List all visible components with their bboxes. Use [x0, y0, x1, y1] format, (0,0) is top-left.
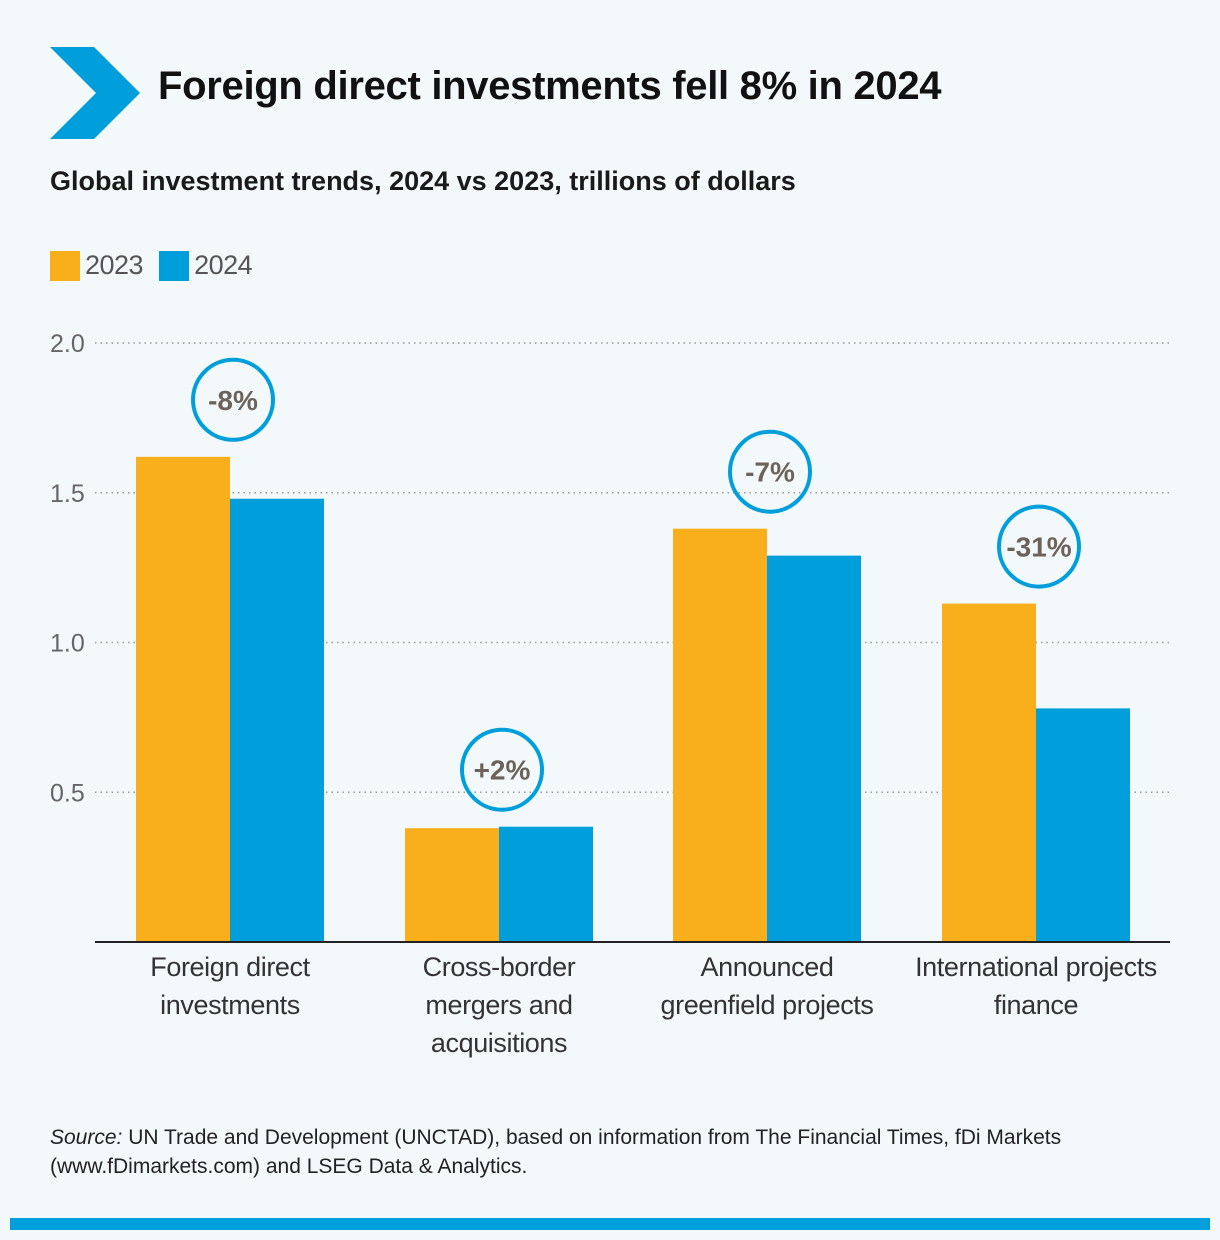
page-title: Foreign direct investments fell 8% in 20… [158, 64, 942, 108]
x-category-label-line: Announced [700, 952, 834, 982]
source-text: UN Trade and Development (UNCTAD), based… [50, 1126, 1062, 1178]
x-category-label-line: Foreign direct [150, 952, 310, 982]
chart-subtitle: Global investment trends, 2024 vs 2023, … [50, 166, 796, 196]
legend-item-2024: 2024 [159, 250, 253, 281]
change-annotation-label: -7% [745, 457, 795, 488]
y-tick-label: 2.0 [50, 330, 85, 358]
x-category-label: Cross-border mergers and acquisitions [359, 948, 639, 1062]
x-category-label-line: acquisitions [430, 1028, 568, 1058]
bar-2024 [1036, 708, 1130, 942]
x-category-label-line: International projects [915, 952, 1157, 982]
bar-2024 [767, 555, 861, 942]
x-category-label-line: mergers and [425, 990, 573, 1020]
change-annotation-circle [460, 727, 544, 812]
source-prefix: Source: [50, 1126, 123, 1149]
bar-2023 [405, 828, 499, 942]
legend-label-2024: 2024 [194, 250, 253, 280]
change-annotation-circle [191, 357, 275, 442]
change-annotation-label: +2% [474, 755, 531, 786]
change-annotation-circle [997, 504, 1081, 589]
x-category-label: International projects finance [896, 948, 1176, 1024]
legend-swatch-2024 [159, 250, 190, 281]
y-tick-label: 0.5 [50, 779, 85, 807]
x-category-label-line: greenfield projects [660, 990, 874, 1020]
legend-item-2023: 2023 [50, 250, 144, 281]
x-category-label: Foreign direct investments [90, 948, 370, 1024]
change-annotation-circle [728, 429, 812, 514]
source-note: Source: UN Trade and Development (UNCTAD… [50, 1123, 1180, 1181]
bar-2023 [136, 456, 230, 942]
bar-2024 [230, 498, 324, 942]
bar-2023 [942, 603, 1036, 942]
bottom-accent-bar [10, 1218, 1210, 1230]
change-annotation-label: -8% [208, 385, 258, 416]
change-annotation-label: -31% [1006, 532, 1071, 563]
bar-chart: 0.5 1.0 1.5 2.0 -8% +2% -7% -31% [50, 330, 1170, 943]
y-tick-label: 1.5 [50, 480, 85, 508]
x-category-label-line: investments [160, 990, 300, 1020]
y-tick-label: 1.0 [50, 630, 85, 658]
bar-2023 [673, 528, 767, 942]
legend-swatch-2023 [50, 250, 80, 281]
x-category-label-line: finance [993, 990, 1079, 1020]
x-category-label-line: Cross-border [422, 952, 576, 982]
x-category-label: Announced greenfield projects [627, 948, 907, 1024]
chart-legend: 2023 2024 [50, 250, 268, 281]
bar-2024 [499, 826, 593, 942]
legend-label-2023: 2023 [85, 250, 144, 280]
chevron-logo-icon [50, 47, 140, 139]
